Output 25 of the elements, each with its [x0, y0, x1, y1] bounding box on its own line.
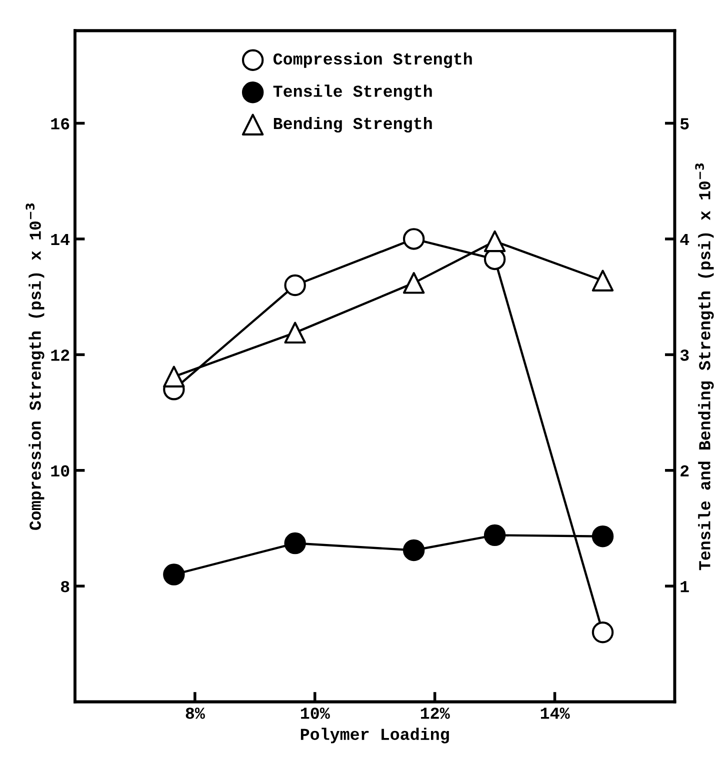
point	[284, 322, 306, 344]
y-tick-label: 10	[51, 465, 70, 477]
y2-tick-label: 4	[680, 234, 690, 245]
legend-label: Compression Strength	[273, 52, 472, 68]
legend-label: Bending Strength	[274, 116, 432, 133]
y2-tick-label: 2	[680, 465, 689, 476]
point	[402, 272, 425, 294]
x-tick-label: 10%	[300, 708, 330, 719]
x-tick-label: 8%	[186, 708, 205, 719]
x-tick-label: 12%	[420, 708, 450, 719]
point	[163, 366, 185, 388]
y-axis-title: Compression Strength (psi) x 10$^{−3}$	[26, 203, 44, 530]
y-tick-label: 8	[60, 580, 70, 592]
x-tick-label: 14%	[540, 708, 570, 719]
y-tick-label: 16	[51, 118, 70, 130]
legend-label: Tensile Strength	[273, 84, 432, 100]
y2-tick-label: 1	[680, 581, 689, 592]
x-axis-title: Polymer Loading	[300, 728, 449, 744]
point	[484, 230, 506, 252]
point	[592, 270, 614, 292]
y-tick-label: 14	[51, 234, 70, 245]
y2-tick-label: 3	[680, 350, 689, 361]
y2-axis-title: Tensile and Bending Strength (psi) x 10$^{−3}$	[695, 163, 714, 570]
y-tick-label: 12	[51, 350, 70, 361]
y2-tick-label: 5	[680, 118, 689, 130]
